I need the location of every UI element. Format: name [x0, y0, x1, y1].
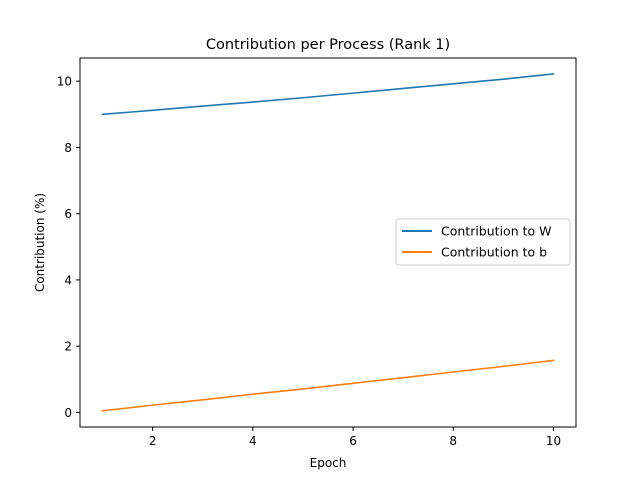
x-axis: 2 4 6 8 10 [149, 427, 561, 448]
plot-area [79, 57, 577, 428]
y-axis: 0 2 4 6 8 10 [57, 75, 80, 420]
y-axis-label: Contribution (%) [33, 193, 47, 292]
legend-label-contribution-to-w: Contribution to W [441, 224, 551, 239]
y-tick-label: 10 [57, 75, 72, 89]
plot-frame [79, 57, 577, 428]
legend: Contribution to W Contribution to b [395, 218, 571, 266]
chart-title: Contribution per Process (Rank 1) [206, 37, 450, 53]
y-tick-label: 2 [64, 340, 72, 354]
series-layer [101, 73, 555, 412]
x-tick-label: 10 [546, 434, 561, 448]
y-tick-label: 4 [64, 273, 72, 287]
series-line-contribution-to-w [101, 73, 555, 116]
x-tick-label: 8 [449, 434, 457, 448]
legend-box [395, 218, 571, 266]
series-line-contribution-to-b [101, 359, 555, 412]
x-tick-label: 6 [349, 434, 357, 448]
x-tick-label: 2 [149, 434, 157, 448]
legend-label-contribution-to-b: Contribution to b [441, 245, 547, 260]
y-tick-label: 6 [64, 207, 72, 221]
y-tick-label: 0 [64, 406, 72, 420]
y-tick-label: 8 [64, 141, 72, 155]
x-tick-label: 4 [249, 434, 257, 448]
x-axis-label: Epoch [310, 456, 347, 470]
